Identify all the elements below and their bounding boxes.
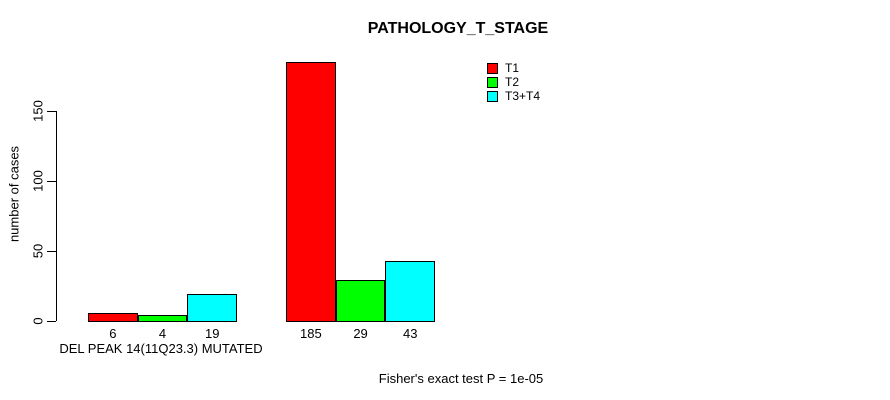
- y-tick-mark: [47, 181, 56, 182]
- y-tick-mark: [47, 111, 56, 112]
- bar-t2: [137, 315, 188, 322]
- bar-t2: [335, 280, 386, 322]
- legend-label: T1: [505, 61, 520, 75]
- footnote-pvalue: Fisher's exact test P = 1e-05: [378, 371, 544, 386]
- y-axis-label: number of cases: [6, 145, 22, 243]
- legend-swatch-t2: [487, 77, 498, 88]
- y-tick-mark: [47, 321, 56, 322]
- y-tick-label: 150: [30, 100, 46, 122]
- legend-label: T2: [505, 75, 520, 89]
- y-axis-line: [56, 111, 57, 321]
- bar-value-label: 4: [158, 326, 167, 341]
- y-tick-label: 0: [30, 317, 46, 325]
- bar-value-label: 185: [299, 326, 322, 341]
- legend-label: T3+T4: [505, 89, 541, 103]
- legend-item: T3+T4: [487, 89, 541, 103]
- legend-item: T2: [487, 75, 540, 89]
- y-tick-label: 100: [30, 170, 46, 192]
- bar-value-label: 19: [205, 326, 220, 341]
- bar-value-label: 6: [109, 326, 117, 341]
- chart-title: PATHOLOGY_T_STAGE: [367, 20, 549, 37]
- y-tick-mark: [47, 251, 56, 252]
- bar-value-label: 29: [353, 326, 368, 341]
- legend-swatch-t3-t4: [487, 91, 498, 102]
- legend-item: T1: [487, 61, 540, 75]
- bar-value-label: 43: [403, 326, 418, 341]
- bar-t3-t4: [385, 261, 436, 322]
- bar-t1: [88, 313, 138, 322]
- legend-swatch-t1: [487, 63, 498, 74]
- x-axis-group-label: DEL PEAK 14(11Q23.3) MUTATED: [59, 341, 263, 356]
- y-tick-label: 50: [30, 243, 46, 259]
- bar-t3-t4: [187, 294, 238, 322]
- bar-t1: [286, 62, 336, 322]
- legend: T1 T2 T3+T4: [487, 61, 541, 103]
